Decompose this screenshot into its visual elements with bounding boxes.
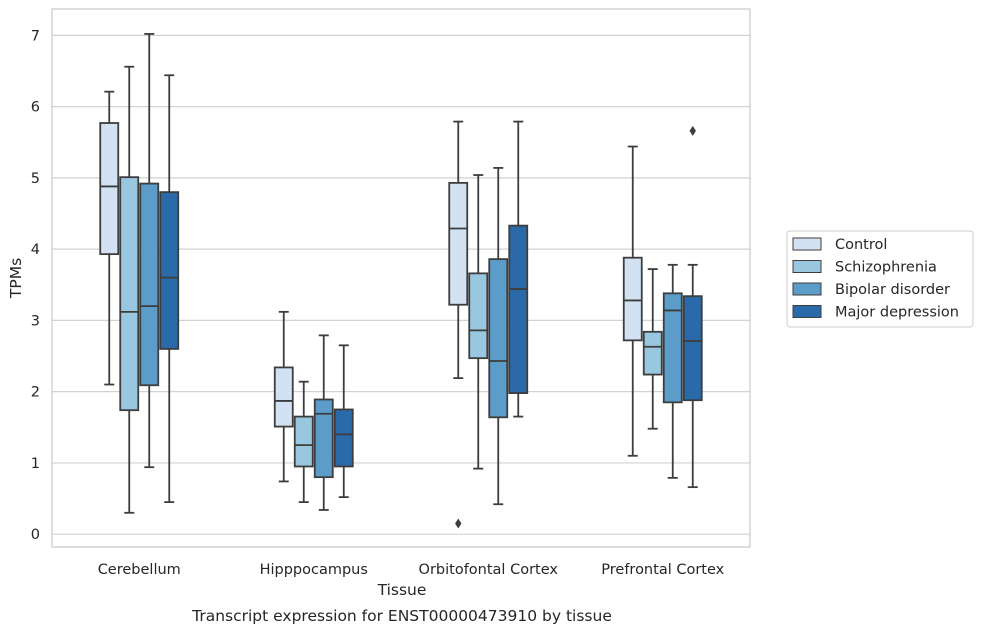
legend: Control Schizophrenia Bipolar disorder Majo… [786,230,974,328]
box-iqr [662,292,683,404]
outlier-point-0 [689,125,696,136]
box-iqr [293,415,314,468]
legend-items: Control Schizophrenia Bipolar disorder Majo… [792,237,959,321]
legend-label-control: Control [835,237,887,253]
y-tick-label-7: 7 [31,28,40,44]
box-iqr [448,181,469,306]
box-iqr [159,191,180,350]
box-hipppocampus-control [273,310,294,483]
box-iqr [682,295,703,402]
box-cerebellum-control [99,90,120,386]
y-tick-label-4: 4 [31,242,40,258]
legend-swatch-bipolar-disorder [792,282,822,296]
box-prefrontal-cortex-major-depression [682,125,703,489]
box-iqr [313,398,334,479]
x-axis-ticks: Cerebellum Hipppocampus Orbitofontal Corte… [98,562,725,578]
plot-area-frame [51,8,751,548]
y-tick-label-1: 1 [31,456,40,472]
box-orbitofontal-cortex-major-depression [508,120,529,418]
box-iqr [139,182,160,387]
box-iqr [642,330,663,376]
legend-label-major-depression: Major depression [835,305,959,321]
box-prefrontal-cortex-schizophrenia [642,268,663,430]
y-axis-ticks: 0 1 2 3 4 5 6 7 [31,28,40,543]
box-cerebellum-bipolar-disorder [139,33,160,469]
box-prefrontal-cortex-control [622,145,643,457]
legend-label-bipolar-disorder: Bipolar disorder [835,282,950,298]
box-hipppocampus-bipolar-disorder [313,334,334,511]
legend-swatch-control [792,237,822,251]
legend-label-schizophrenia: Schizophrenia [835,260,937,276]
box-hipppocampus-schizophrenia [293,380,314,504]
box-iqr [273,366,294,428]
box-orbitofontal-cortex-bipolar-disorder [488,167,509,506]
box-iqr [119,176,140,412]
box-hipppocampus-major-depression [333,344,354,499]
y-tick-label-6: 6 [31,100,40,116]
box-cerebellum-major-depression [159,74,180,504]
box-orbitofontal-cortex-control [448,120,469,529]
x-axis-label: Tissue [377,581,427,599]
x-tick-label-cerebellum: Cerebellum [98,562,181,578]
x-tick-label-orbitofontal-cortex: Orbitofontal Cortex [419,562,559,578]
legend-swatch-major-depression [792,305,822,318]
box-cerebellum-schizophrenia [119,65,140,514]
y-tick-label-2: 2 [31,385,40,401]
legend-swatch-schizophrenia [792,260,822,273]
box-iqr [468,272,489,360]
y-tick-label-5: 5 [31,171,40,187]
box-prefrontal-cortex-bipolar-disorder [662,263,683,479]
box-series [99,33,703,529]
box-iqr [508,224,529,394]
legend-frame [786,230,974,328]
x-tick-label-hipppocampus: Hipppocampus [260,562,368,578]
x-tick-label-prefrontal-cortex: Prefrontal Cortex [601,562,724,578]
box-orbitofontal-cortex-schizophrenia [468,174,489,470]
box-iqr [333,408,354,468]
chart-caption: Transcript expression for ENST0000047391… [191,607,612,625]
y-tick-label-0: 0 [31,527,40,543]
y-axis-label: TPMs [7,258,25,299]
box-iqr [99,122,120,256]
y-tick-label-3: 3 [31,313,40,329]
box-iqr [622,256,643,342]
box-iqr [488,258,509,419]
outlier-point-0 [455,518,462,529]
